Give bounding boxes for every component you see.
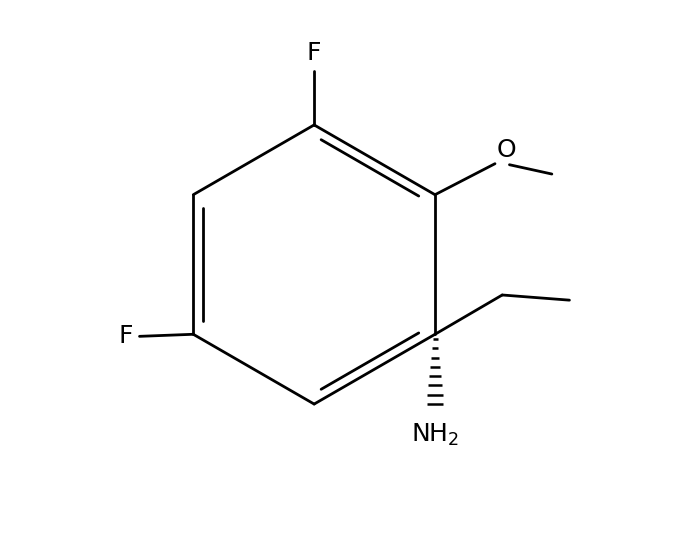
Text: O: O [497, 138, 517, 162]
Text: NH$_2$: NH$_2$ [411, 422, 459, 449]
Text: F: F [307, 41, 322, 65]
Text: F: F [119, 324, 133, 348]
